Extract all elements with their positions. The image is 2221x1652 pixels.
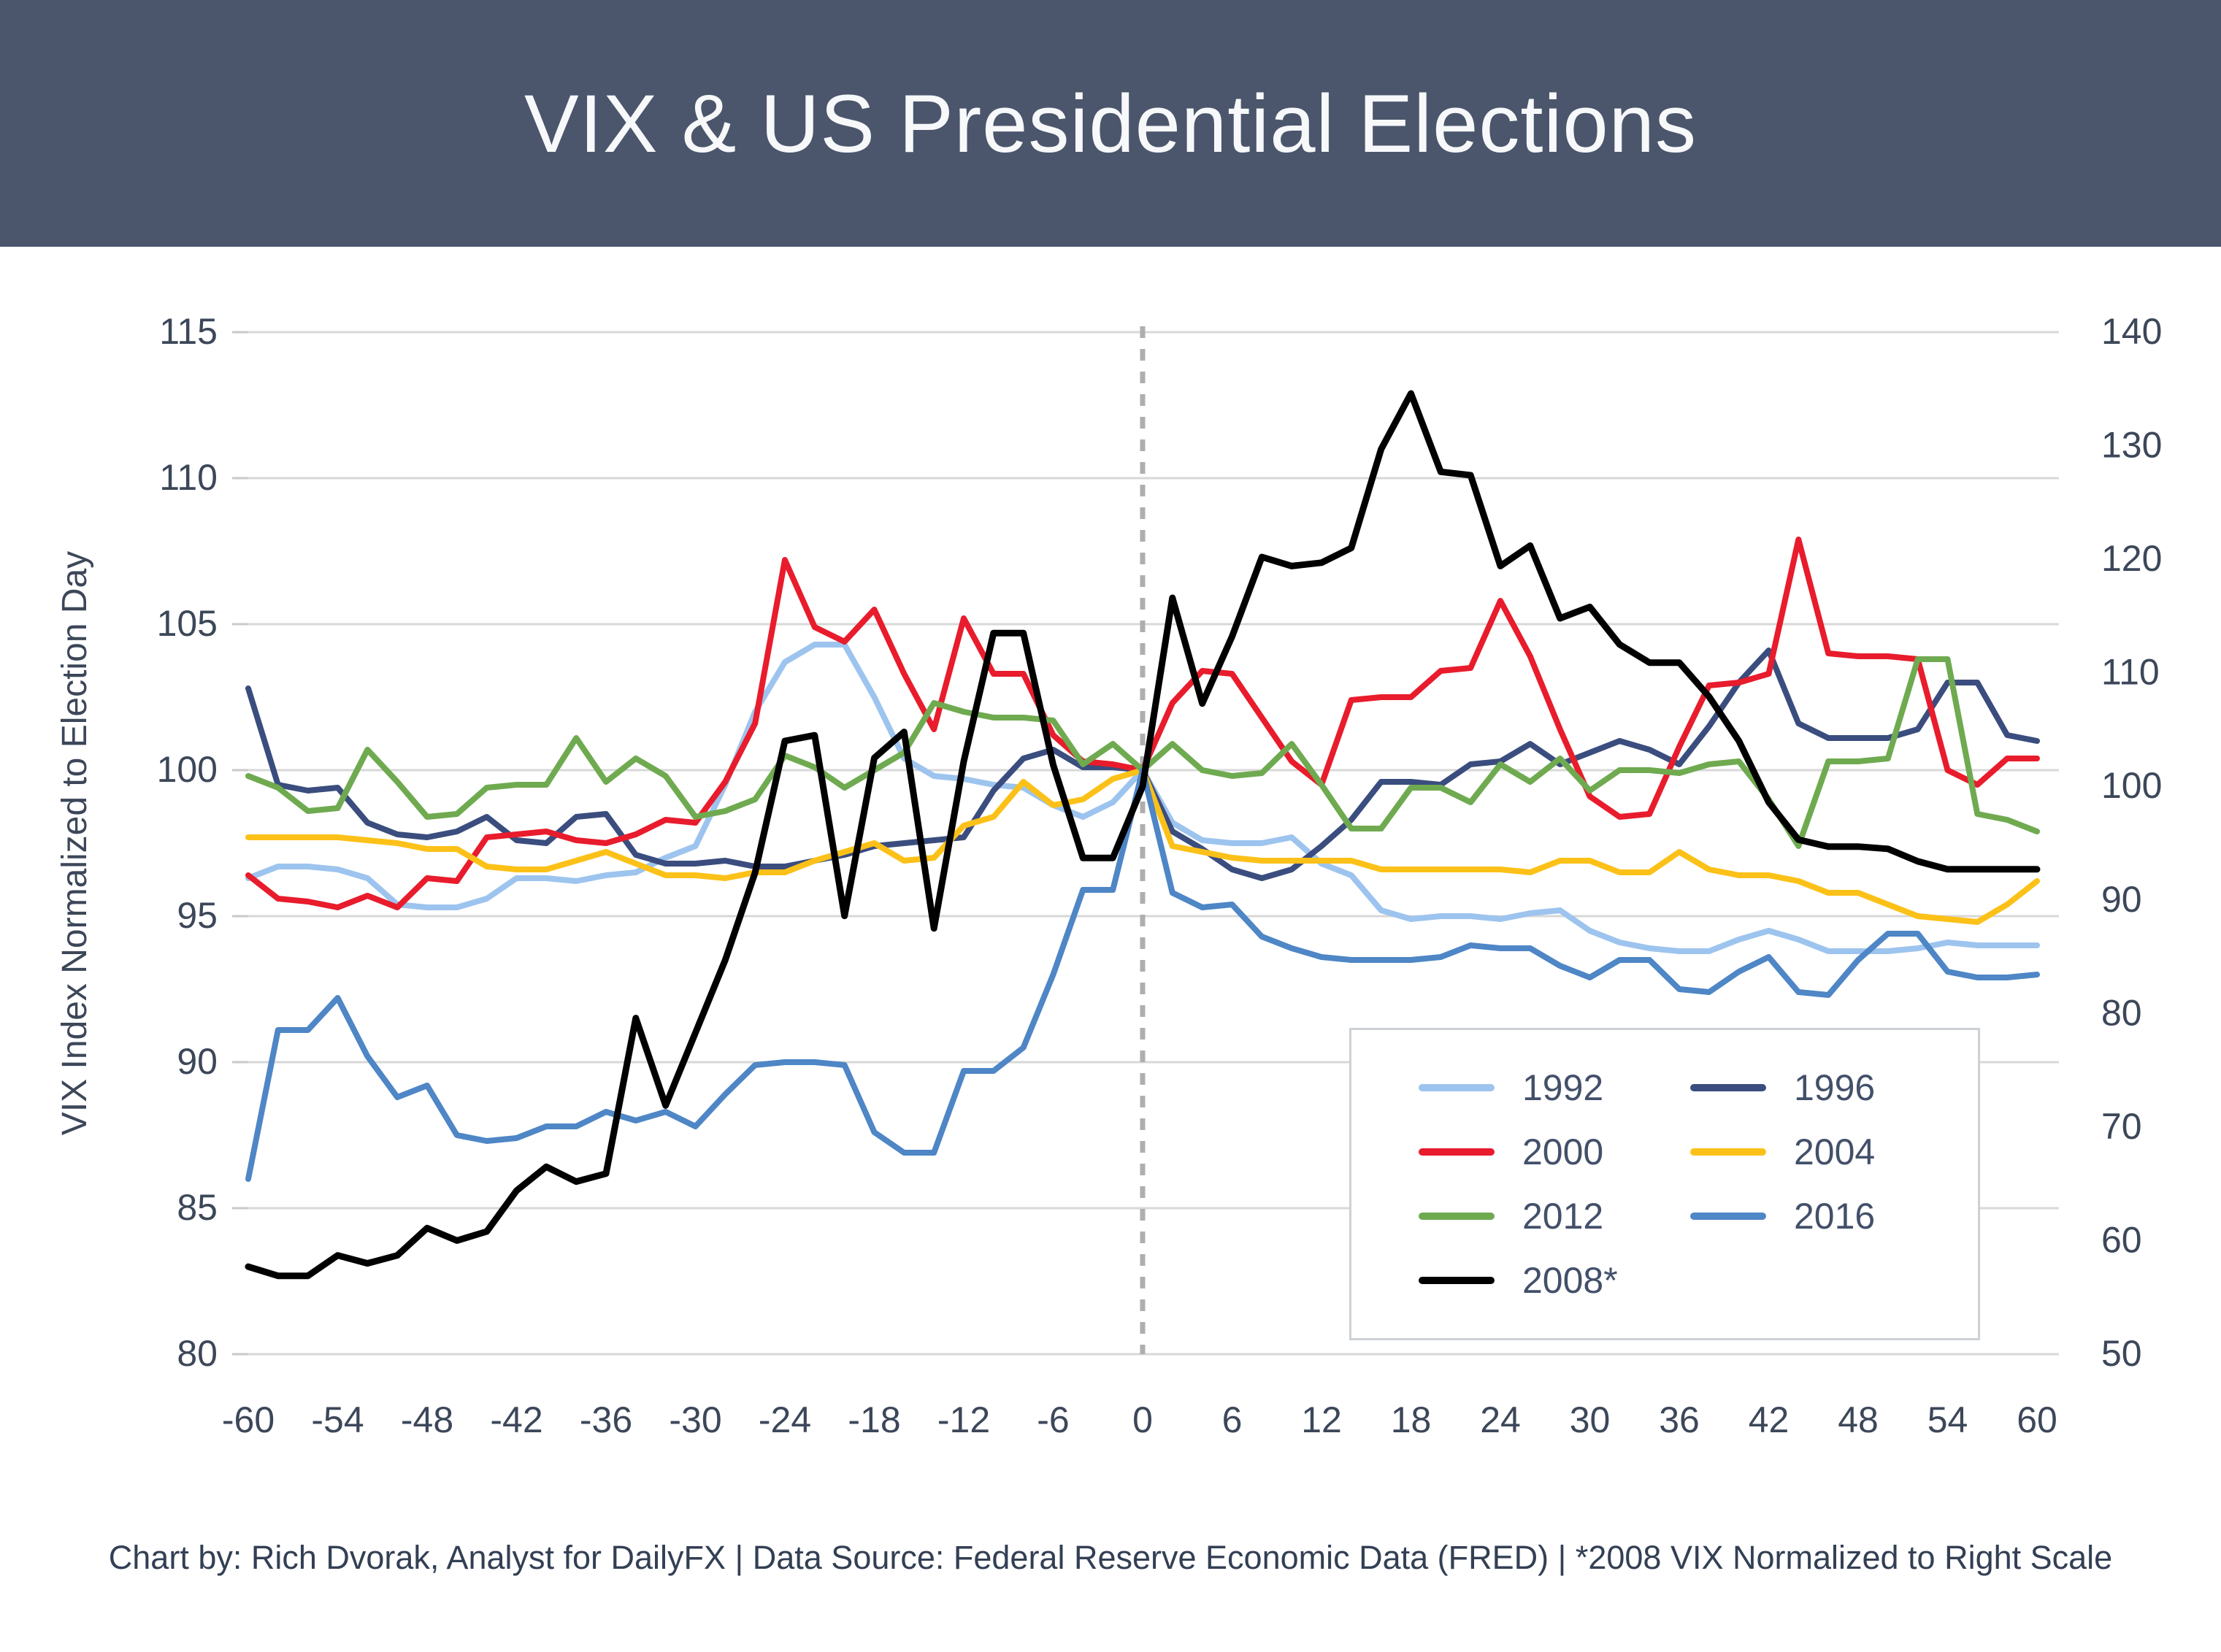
y-axis-right-tick-label: 70 bbox=[2101, 1106, 2142, 1147]
y-axis-title: VIX Index Normalized to Election Day bbox=[55, 551, 94, 1135]
y-axis-left-tick-label: 115 bbox=[159, 311, 218, 352]
x-axis-tick-label: 18 bbox=[1391, 1399, 1432, 1440]
legend-label: 2000 bbox=[1522, 1132, 1604, 1172]
y-axis-left-tick-label: 95 bbox=[177, 895, 218, 936]
legend-item-1996: 1996 bbox=[1690, 1067, 1962, 1109]
legend-label: 1996 bbox=[1794, 1067, 1876, 1108]
y-axis-left-tick-label: 100 bbox=[157, 749, 218, 790]
legend-item-2016: 2016 bbox=[1690, 1195, 1962, 1237]
legend-swatch-2000 bbox=[1419, 1148, 1495, 1156]
legend-item-2008: 2008* bbox=[1419, 1259, 1690, 1302]
page-title: VIX & US Presidential Elections bbox=[524, 77, 1697, 169]
legend-row: 2000 2004 bbox=[1419, 1120, 1978, 1184]
x-axis-tick-label: -54 bbox=[311, 1399, 364, 1440]
legend-swatch-1996 bbox=[1690, 1084, 1766, 1091]
legend-swatch-2012 bbox=[1419, 1213, 1495, 1220]
y-axis-left-tick-label: 80 bbox=[177, 1333, 218, 1374]
series-line-2008 bbox=[245, 390, 2041, 1280]
y-axis-right-tick-label: 90 bbox=[2101, 879, 2142, 920]
y-axis-right-tick-label: 80 bbox=[2101, 992, 2142, 1033]
y-axis-right-tick-label: 110 bbox=[2101, 652, 2160, 693]
legend-swatch-1992 bbox=[1419, 1084, 1495, 1091]
y-axis-left-tick-label: 90 bbox=[177, 1041, 218, 1082]
x-axis-tick-label: -36 bbox=[580, 1399, 632, 1440]
x-axis-tick-label: 36 bbox=[1659, 1399, 1700, 1440]
x-axis-tick-label: 6 bbox=[1222, 1399, 1243, 1440]
x-axis-tick-label: 54 bbox=[1927, 1399, 1968, 1440]
x-axis-tick-label: 24 bbox=[1480, 1399, 1521, 1440]
x-axis-tick-label: 12 bbox=[1301, 1399, 1342, 1440]
legend-row: 2008* bbox=[1419, 1248, 1978, 1313]
x-axis-tick-label: 60 bbox=[2017, 1399, 2057, 1440]
x-axis-tick-label: -30 bbox=[669, 1399, 721, 1440]
legend-item-2012: 2012 bbox=[1419, 1195, 1690, 1237]
legend-swatch-2004 bbox=[1690, 1148, 1766, 1156]
x-axis-tick-label: 0 bbox=[1132, 1399, 1153, 1440]
y-axis-left-tick-label: 85 bbox=[177, 1187, 218, 1228]
legend-swatch-2016 bbox=[1690, 1213, 1766, 1220]
legend-label: 2008* bbox=[1522, 1260, 1618, 1301]
x-axis-tick-label: -60 bbox=[222, 1399, 275, 1440]
legend-item-2004: 2004 bbox=[1690, 1131, 1962, 1173]
y-axis-right-tick-label: 120 bbox=[2101, 538, 2162, 579]
y-axis-right-tick-label: 140 bbox=[2101, 311, 2162, 352]
legend-item-2000: 2000 bbox=[1419, 1131, 1690, 1173]
legend-label: 2016 bbox=[1794, 1196, 1876, 1237]
legend-label: 2004 bbox=[1794, 1132, 1876, 1172]
legend-label: 2012 bbox=[1522, 1196, 1604, 1237]
x-axis-tick-label: -18 bbox=[848, 1399, 900, 1440]
series-line-2012 bbox=[245, 656, 2040, 849]
y-axis-right-tick-label: 100 bbox=[2101, 765, 2162, 806]
y-axis-right-tick-label: 60 bbox=[2101, 1219, 2142, 1260]
legend-row: 1992 1996 bbox=[1419, 1056, 1978, 1120]
chart-legend: 1992 1996 2000 2004 2012 2016 2008* bbox=[1349, 1028, 1980, 1340]
x-axis-tick-label: -12 bbox=[937, 1399, 990, 1440]
x-axis-tick-label: 30 bbox=[1570, 1399, 1611, 1440]
x-axis-tick-label: -42 bbox=[490, 1399, 542, 1440]
legend-row: 2012 2016 bbox=[1419, 1184, 1978, 1248]
x-axis-tick-label: -48 bbox=[401, 1399, 453, 1440]
y-axis-right-tick-label: 130 bbox=[2101, 425, 2162, 466]
x-axis-tick-label: -24 bbox=[759, 1399, 811, 1440]
y-axis-left-tick-label: 110 bbox=[159, 457, 218, 498]
y-axis-left-tick-label: 105 bbox=[157, 603, 218, 644]
legend-swatch-2008 bbox=[1419, 1277, 1495, 1284]
x-axis-tick-label: 48 bbox=[1838, 1399, 1879, 1440]
x-axis-tick-label: -6 bbox=[1037, 1399, 1069, 1440]
header-band: VIX & US Presidential Elections bbox=[0, 0, 2221, 247]
x-axis-tick-label: 42 bbox=[1749, 1399, 1790, 1440]
legend-label: 1992 bbox=[1522, 1067, 1604, 1108]
legend-item-1992: 1992 bbox=[1419, 1067, 1690, 1109]
y-axis-right-tick-label: 50 bbox=[2101, 1333, 2142, 1374]
footer-attribution: Chart by: Rich Dvorak, Analyst for Daily… bbox=[108, 1539, 2113, 1576]
